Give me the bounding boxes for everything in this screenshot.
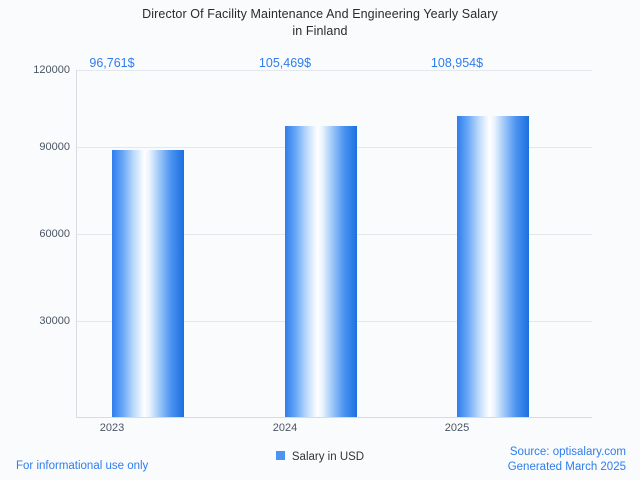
chart-title-line-2: in Finland bbox=[292, 24, 348, 38]
bar-2024[interactable] bbox=[285, 126, 357, 417]
x-axis-label-2023: 2023 bbox=[99, 422, 125, 434]
source-block: Source: optisalary.com Generated March 2… bbox=[326, 445, 626, 475]
bar-2025[interactable] bbox=[457, 116, 529, 417]
bar-value-2025: 108,954$ bbox=[430, 56, 484, 70]
bar-value-2023: 96,761$ bbox=[89, 56, 135, 70]
gridline-120000 bbox=[76, 70, 592, 71]
chart-title-line-1: Director Of Facility Maintenance And Eng… bbox=[142, 7, 498, 21]
y-axis-tick-90000: 90000 bbox=[39, 141, 70, 153]
chart-legend: Salary in USD bbox=[0, 451, 640, 463]
source-label: Source: optisalary.com bbox=[509, 446, 626, 458]
plot-area bbox=[76, 70, 592, 418]
y-axis-tick-30000: 30000 bbox=[39, 315, 70, 327]
generated-label: Generated March 2025 bbox=[507, 461, 626, 473]
y-axis-line bbox=[76, 70, 77, 418]
x-axis-label-2024: 2024 bbox=[272, 422, 298, 434]
informational-note: For informational use only bbox=[16, 460, 149, 472]
bar-2023[interactable] bbox=[112, 150, 184, 417]
bar-value-2024: 105,469$ bbox=[258, 56, 312, 70]
chart-title: Director Of Facility Maintenance And Eng… bbox=[0, 6, 640, 40]
y-axis-tick-120000: 120000 bbox=[33, 64, 70, 76]
x-axis-line bbox=[76, 417, 592, 418]
y-axis-tick-60000: 60000 bbox=[39, 228, 70, 240]
legend-swatch-salary-in-usd bbox=[275, 451, 285, 461]
x-axis-label-2025: 2025 bbox=[444, 422, 470, 434]
legend-label-salary-in-usd: Salary in USD bbox=[291, 451, 365, 463]
